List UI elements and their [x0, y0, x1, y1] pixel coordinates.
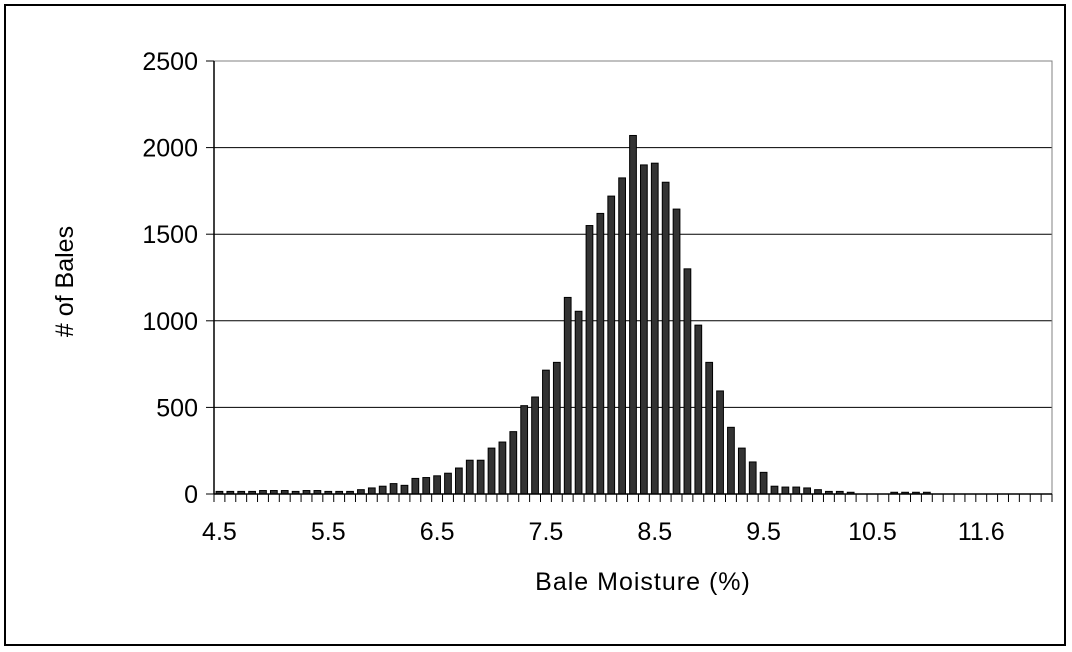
y-tick-label: 500 [156, 394, 198, 422]
bar [476, 459, 485, 495]
bar [433, 475, 441, 495]
x-tick-label: 5.5 [311, 518, 346, 546]
axes [206, 60, 1053, 502]
bar [367, 487, 376, 495]
bar [542, 369, 550, 495]
bar [444, 472, 452, 495]
chart-frame: 0 500 1000 1500 2000 2500 4.5 5.5 6.5 7.5 8.5 9.5 10… [4, 4, 1066, 646]
x-tick-label: 6.5 [420, 518, 455, 546]
bar [661, 181, 670, 495]
x-tick-label: 4.5 [202, 518, 237, 546]
bars [215, 134, 931, 495]
bar [748, 461, 757, 495]
x-axis-title: Bale Moisture (%) [535, 568, 751, 596]
bar [705, 361, 714, 495]
bar [792, 486, 801, 495]
y-tick-label: 1000 [142, 308, 198, 336]
x-tick-label: 8.5 [637, 518, 672, 546]
bar [509, 431, 518, 495]
bar [770, 485, 779, 495]
bar [618, 177, 626, 495]
bar [574, 310, 583, 495]
bar [531, 396, 539, 495]
bar [759, 471, 768, 495]
bar [520, 405, 529, 495]
bar [640, 164, 648, 495]
bar [389, 483, 398, 495]
y-tick-label: 0 [184, 481, 198, 509]
bar [596, 212, 605, 495]
x-tick-label: 9.5 [746, 518, 781, 546]
bar [400, 484, 409, 495]
bar [378, 485, 387, 495]
bar [454, 467, 463, 495]
bar [694, 324, 703, 495]
histogram-chart: 0 500 1000 1500 2000 2500 4.5 5.5 6.5 7.5 8.5 9.5 10… [51, 48, 1053, 596]
bar [498, 441, 507, 495]
bar [737, 447, 746, 495]
y-tick-label: 1500 [142, 221, 198, 249]
bar [683, 268, 692, 495]
bar [487, 447, 496, 495]
y-tick-label: 2000 [142, 135, 198, 163]
x-tick-label: 10.5 [848, 518, 897, 546]
bar [803, 487, 812, 495]
bar [465, 459, 474, 495]
bar [727, 426, 735, 495]
bar [781, 486, 790, 495]
bar [650, 162, 659, 495]
bar [563, 296, 572, 495]
bar [552, 361, 561, 495]
bar [672, 208, 681, 495]
bar [607, 195, 616, 495]
x-tick-label: 7.5 [529, 518, 564, 546]
bar [422, 477, 431, 495]
tick-labels: 0 500 1000 1500 2000 2500 4.5 5.5 6.5 7.5 8.5 9.5 10… [142, 48, 1004, 546]
bar [716, 390, 724, 495]
bar [629, 134, 637, 495]
x-tick-label: 11.6 [958, 518, 1005, 546]
bar [411, 477, 420, 495]
y-axis-title: # of Bales [51, 226, 79, 337]
y-tick-label: 2500 [142, 48, 198, 76]
bar [585, 225, 594, 495]
